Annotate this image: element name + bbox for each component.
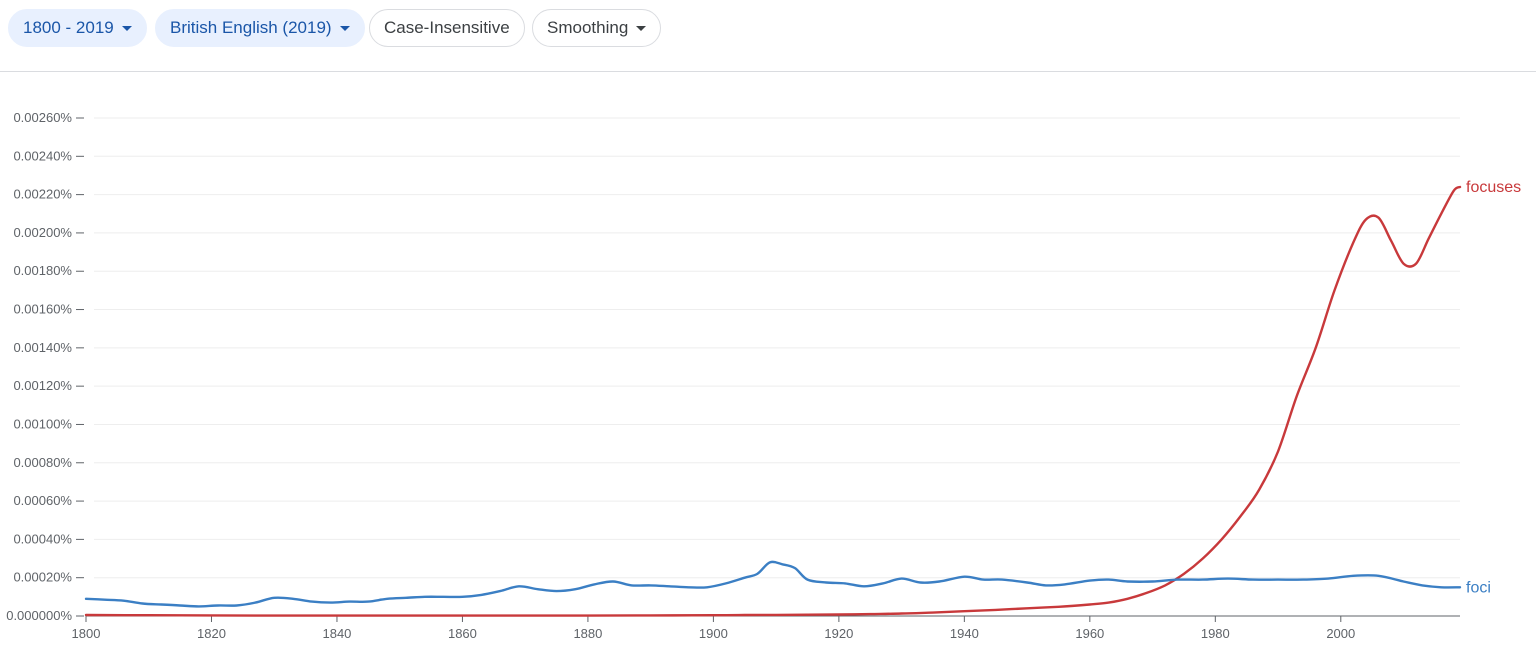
smoothing-dropdown[interactable]: Smoothing bbox=[532, 9, 662, 47]
y-tick-label: 0.00200% bbox=[13, 225, 72, 240]
toolbar: 1800 - 2019 British English (2019) Case-… bbox=[0, 0, 1536, 72]
x-tick-label: 1800 bbox=[72, 626, 101, 641]
x-tick-label: 1960 bbox=[1075, 626, 1104, 641]
x-tick-label: 1820 bbox=[197, 626, 226, 641]
series-label-foci: foci bbox=[1466, 579, 1491, 596]
y-tick-label: 0.00120% bbox=[13, 378, 72, 393]
year-range-label: 1800 - 2019 bbox=[23, 18, 114, 37]
x-tick-label: 1860 bbox=[448, 626, 477, 641]
y-tick-label: 0.00140% bbox=[13, 340, 72, 355]
y-tick-label: 0.00260% bbox=[13, 110, 72, 125]
y-tick-label: 0.00160% bbox=[13, 302, 72, 317]
y-tick-label: 0.00100% bbox=[13, 416, 72, 431]
y-tick-label: 0.000000% bbox=[6, 608, 72, 623]
x-tick-label: 2000 bbox=[1326, 626, 1355, 641]
y-tick-label: 0.00040% bbox=[13, 531, 72, 546]
corpus-label: British English (2019) bbox=[170, 18, 332, 37]
x-tick-label: 1840 bbox=[322, 626, 351, 641]
caret-down-icon bbox=[339, 25, 350, 31]
y-tick-label: 0.00220% bbox=[13, 187, 72, 202]
y-tick-label: 0.00080% bbox=[13, 455, 72, 470]
series-label-focuses: focuses bbox=[1466, 179, 1521, 196]
caret-down-icon bbox=[121, 25, 132, 31]
x-tick-label: 1920 bbox=[824, 626, 853, 641]
x-tick-label: 1880 bbox=[573, 626, 602, 641]
series-line-foci bbox=[84, 560, 1462, 608]
corpus-dropdown[interactable]: British English (2019) bbox=[155, 9, 365, 47]
x-tick-label: 1940 bbox=[950, 626, 979, 641]
ngram-chart: 0.000000% 0.00020% 0.00040% 0.00060% 0.00080… bbox=[6, 110, 1521, 641]
caret-down-icon bbox=[636, 25, 647, 31]
y-tick-label: 0.00180% bbox=[13, 263, 72, 278]
smoothing-label: Smoothing bbox=[547, 18, 629, 37]
case-insensitive-label: Case-Insensitive bbox=[384, 18, 510, 37]
case-insensitive-toggle[interactable]: Case-Insensitive bbox=[369, 9, 525, 47]
x-tick-label: 1900 bbox=[699, 626, 728, 641]
y-tick-label: 0.00020% bbox=[13, 570, 72, 585]
series-line-focuses bbox=[84, 185, 1462, 617]
y-tick-label: 0.00060% bbox=[13, 493, 72, 508]
y-tick-label: 0.00240% bbox=[13, 148, 72, 163]
x-tick-label: 1980 bbox=[1201, 626, 1230, 641]
year-range-dropdown[interactable]: 1800 - 2019 bbox=[8, 9, 147, 47]
